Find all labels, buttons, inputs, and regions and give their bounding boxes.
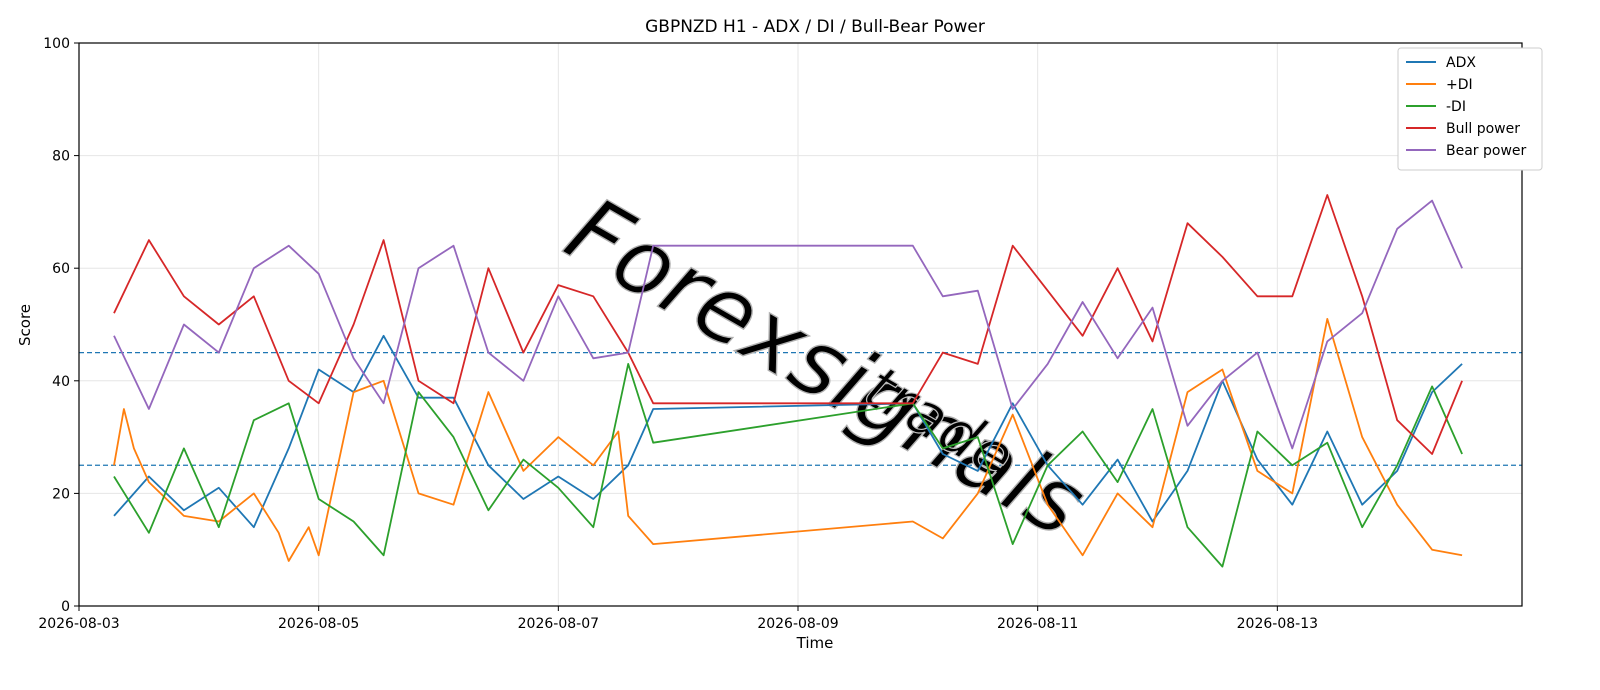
y-tick-label: 0: [61, 599, 70, 615]
plot-frame: [78, 42, 1523, 607]
y-tick-label: 60: [52, 261, 70, 277]
axis-layer: 0 20 40 60 80 100 2026-08-03 2026-08-05 2026-08-…: [38, 36, 1318, 632]
series-layer: [113, 194, 1463, 568]
y-tick-label: 20: [52, 486, 70, 502]
x-tick-label: 2026-08-13: [1237, 616, 1318, 632]
x-axis-label: Time: [796, 634, 834, 652]
legend-label: +DI: [1446, 77, 1473, 93]
legend-label: Bear power: [1446, 143, 1527, 159]
series-line-bull-power: [113, 194, 1463, 455]
watermark-text: Forexsignals: [549, 176, 1103, 558]
legend-label: Bull power: [1446, 121, 1520, 137]
x-tick-label: 2026-08-05: [278, 616, 359, 632]
series-line-di: [113, 362, 1463, 568]
legend-box: [1397, 47, 1543, 171]
x-tick-label: 2026-08-03: [38, 616, 119, 632]
chart-title: GBPNZD H1 - ADX / DI / Bull-Bear Power: [645, 17, 985, 37]
watermark: Forexsignals trade: [548, 176, 1104, 559]
series-line-di: [113, 317, 1463, 562]
y-tick-label: 100: [43, 36, 70, 52]
legend-label: ADX: [1446, 55, 1476, 71]
x-tick-label: 2026-08-11: [997, 616, 1078, 632]
legend: ADX +DI -DI Bull power Bear power: [1397, 47, 1543, 171]
y-axis-label: Score: [16, 304, 34, 346]
legend-label: -DI: [1446, 99, 1466, 115]
y-tick-label: 40: [52, 374, 70, 390]
x-tick-label: 2026-08-09: [757, 616, 838, 632]
reference-lines: [79, 351, 1522, 466]
series-line-bear-power: [113, 199, 1463, 450]
x-tick-label: 2026-08-07: [518, 616, 599, 632]
y-tick-label: 80: [52, 149, 70, 165]
